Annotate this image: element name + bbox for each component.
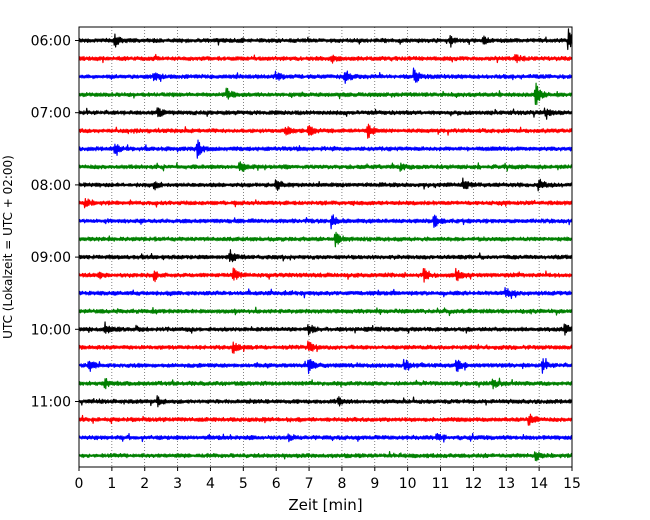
seismogram-trace	[78, 123, 573, 139]
plot-background	[79, 27, 572, 467]
y-tick-label: 11:00	[31, 395, 71, 411]
y-tick-label: 10:00	[31, 322, 71, 338]
seismogram-trace	[78, 340, 573, 354]
y-tick-label: 09:00	[31, 250, 71, 266]
x-tick-label: 9	[370, 476, 379, 492]
x-tick-label: 15	[563, 476, 581, 492]
seismogram-trace	[78, 267, 573, 283]
seismogram-trace	[78, 450, 573, 462]
y-axis-label: UTC (Lokalzeit = UTC + 02:00)	[1, 155, 15, 339]
seismogram-trace	[78, 377, 573, 390]
seismogram-trace	[78, 161, 573, 172]
y-tick-label: 08:00	[31, 178, 71, 194]
x-tick-label: 2	[140, 476, 149, 492]
seismogram-trace	[78, 214, 573, 230]
seismogram-trace	[78, 231, 573, 248]
x-tick-label: 11	[432, 476, 450, 492]
x-tick-label: 6	[272, 476, 281, 492]
x-tick-label: 12	[464, 476, 482, 492]
seismogram-trace	[78, 197, 573, 209]
x-tick-label: 4	[206, 476, 215, 492]
seismogram-trace	[78, 357, 573, 375]
y-axis-ticks: 06:00 07:00 08:00 09:00 10:00 11:00	[31, 34, 79, 411]
y-tick-label: 06:00	[31, 34, 71, 50]
x-tick-label: 13	[497, 476, 515, 492]
seismogram-trace	[78, 53, 573, 64]
x-tick-label: 14	[530, 476, 548, 492]
x-tick-label: 3	[173, 476, 182, 492]
x-tick-label: 5	[239, 476, 248, 492]
seismogram-trace	[78, 177, 573, 192]
y-tick-label: 07:00	[31, 106, 71, 122]
seismogram-trace	[78, 287, 573, 300]
seismogram-trace	[78, 249, 573, 263]
x-tick-label: 7	[305, 476, 314, 492]
x-gridlines	[111, 27, 540, 467]
seismogram-trace	[78, 67, 573, 84]
seismogram-trace	[78, 139, 573, 159]
x-axis-label: Zeit [min]	[288, 496, 362, 514]
seismogram-trace	[78, 306, 573, 317]
seismogram-trace	[78, 413, 573, 426]
seismogram-trace	[78, 82, 573, 106]
seismogram-trace	[78, 395, 573, 408]
seismogram-trace	[78, 107, 573, 120]
seismogram-trace	[78, 321, 573, 336]
x-tick-label: 8	[337, 476, 346, 492]
seismogram-traces	[78, 28, 573, 462]
seismogram-trace	[78, 28, 573, 51]
plot-frame	[78, 26, 573, 468]
x-tick-label: 1	[107, 476, 116, 492]
x-tick-label: 0	[75, 476, 84, 492]
seismogram-trace	[78, 432, 573, 443]
x-tick-label: 10	[399, 476, 417, 492]
x-axis-ticks: 0 1 2 3 4 5 6 7 8 9 10 11 12 13 14 15	[75, 467, 581, 492]
